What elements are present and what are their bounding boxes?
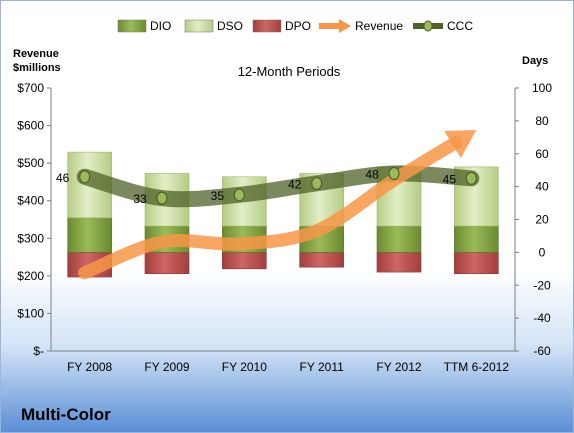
left-tick-label: $600 — [17, 119, 44, 133]
legend: DIO DSO DPO Revenue CCC — [117, 19, 473, 33]
category-label: FY 2009 — [144, 360, 189, 374]
category-label: FY 2008 — [67, 360, 112, 374]
right-tick-label: 20 — [535, 213, 549, 227]
right-tick-label: -20 — [533, 278, 551, 292]
chart-title: 12-Month Periods — [238, 64, 341, 79]
ccc-marker — [311, 176, 323, 190]
ccc-marker — [156, 191, 168, 205]
right-tick-label: 40 — [535, 180, 549, 194]
left-tick-label: $200 — [17, 269, 44, 283]
right-tick-label: -40 — [533, 311, 551, 325]
category-label: FY 2012 — [376, 360, 421, 374]
legend-swatch-dio — [117, 19, 147, 33]
dio-bar — [67, 217, 112, 253]
legend-label-ccc: CCC — [447, 19, 473, 33]
left-tick-label: $300 — [17, 231, 44, 245]
legend-swatch-dso — [184, 19, 214, 33]
ccc-marker — [233, 188, 245, 202]
right-tick-label: 0 — [539, 245, 546, 259]
ccc-data-label: 48 — [365, 167, 379, 181]
dio-bar — [454, 225, 499, 253]
dpo-bar — [376, 252, 422, 273]
legend-label-revenue: Revenue — [355, 19, 403, 33]
ccc-data-label: 45 — [443, 172, 457, 186]
dio-bar — [376, 225, 422, 253]
category-label: FY 2011 — [300, 360, 345, 374]
left-axis-title-line1: Revenue — [13, 48, 59, 60]
left-tick-label: $400 — [17, 194, 44, 208]
ccc-data-label: 33 — [133, 192, 147, 206]
category-label: TTM 6-2012 — [444, 360, 510, 374]
ccc-marker — [79, 170, 91, 184]
left-axis-title-line2: $millions — [13, 62, 61, 74]
legend-arrowhead-revenue — [339, 19, 351, 33]
ccc-marker — [388, 166, 400, 181]
plot-area: $- $100 $200 $300 $400 $500 $600 $700 -60 -40 -20 0… — [17, 81, 552, 374]
right-tick-label: 60 — [535, 147, 549, 161]
dpo-bar — [222, 252, 267, 270]
left-tick-label: $100 — [17, 306, 44, 320]
dpo-bar — [299, 252, 344, 268]
legend-label-dpo: DPO — [285, 19, 311, 33]
ccc-data-label: 42 — [288, 177, 302, 191]
category-label: FY 2010 — [222, 360, 267, 374]
right-tick-label: 80 — [535, 114, 549, 128]
left-tick-label: $500 — [17, 156, 44, 170]
legend-marker-ccc — [423, 20, 433, 32]
right-axis-title: Days — [522, 55, 548, 67]
ccc-data-label: 46 — [56, 171, 70, 185]
legend-label-dso: DSO — [217, 19, 243, 33]
ccc-data-label: 35 — [211, 189, 225, 203]
dpo-bar — [454, 252, 499, 275]
right-tick-label: 100 — [532, 81, 552, 95]
right-tick-label: -60 — [533, 344, 551, 358]
ccc-marker — [465, 171, 477, 186]
legend-label-dio: DIO — [150, 19, 171, 33]
legend-swatch-dpo — [252, 19, 282, 33]
dpo-bar — [144, 252, 190, 275]
left-tick-label: $- — [33, 344, 44, 358]
left-tick-label: $700 — [17, 81, 44, 95]
company-name: Multi-Color — [21, 405, 111, 424]
revenue-arrowhead — [444, 129, 477, 159]
